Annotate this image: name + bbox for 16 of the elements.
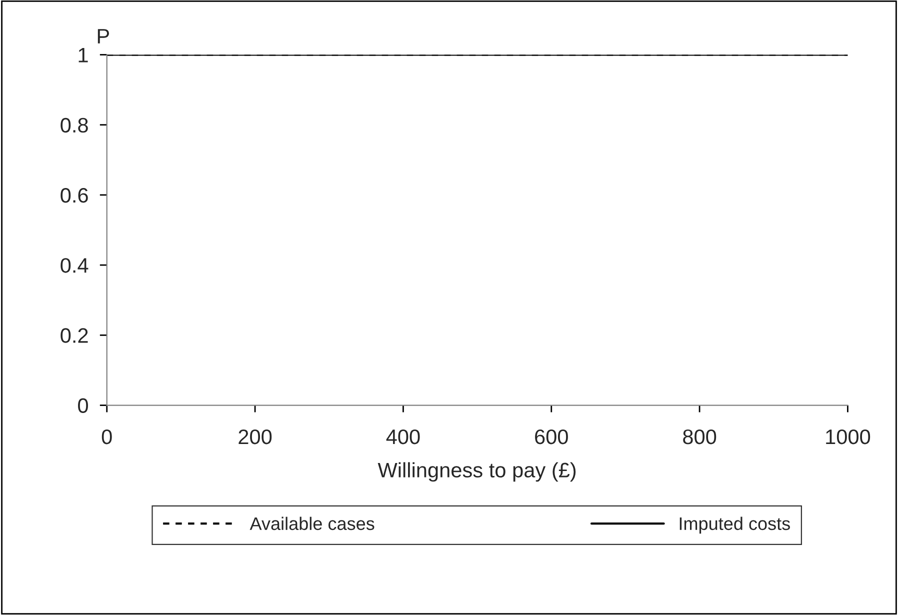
x-tick-label: 0 — [102, 429, 112, 444]
y-tick-label: 0 — [78, 398, 88, 414]
x-axis-title: Willingness to pay (£) — [378, 462, 576, 482]
y-tick-label: 0.6 — [60, 188, 88, 203]
x-tick-label: 200 — [238, 429, 272, 444]
y-tick-label: 0.4 — [60, 258, 88, 273]
y-tick-label: 0.8 — [60, 118, 88, 133]
x-tick-label: 800 — [683, 429, 716, 444]
x-tick-label: 1000 — [826, 429, 870, 444]
legend-label: Available cases — [250, 516, 374, 530]
y-tick-label: 1 — [78, 48, 88, 62]
y-tick-label: 0.2 — [60, 328, 88, 343]
legend-label: Imputed costs — [680, 516, 790, 534]
y-axis-title: P — [98, 29, 110, 44]
x-tick-label: 400 — [386, 429, 420, 444]
x-tick-label: 600 — [535, 429, 568, 444]
